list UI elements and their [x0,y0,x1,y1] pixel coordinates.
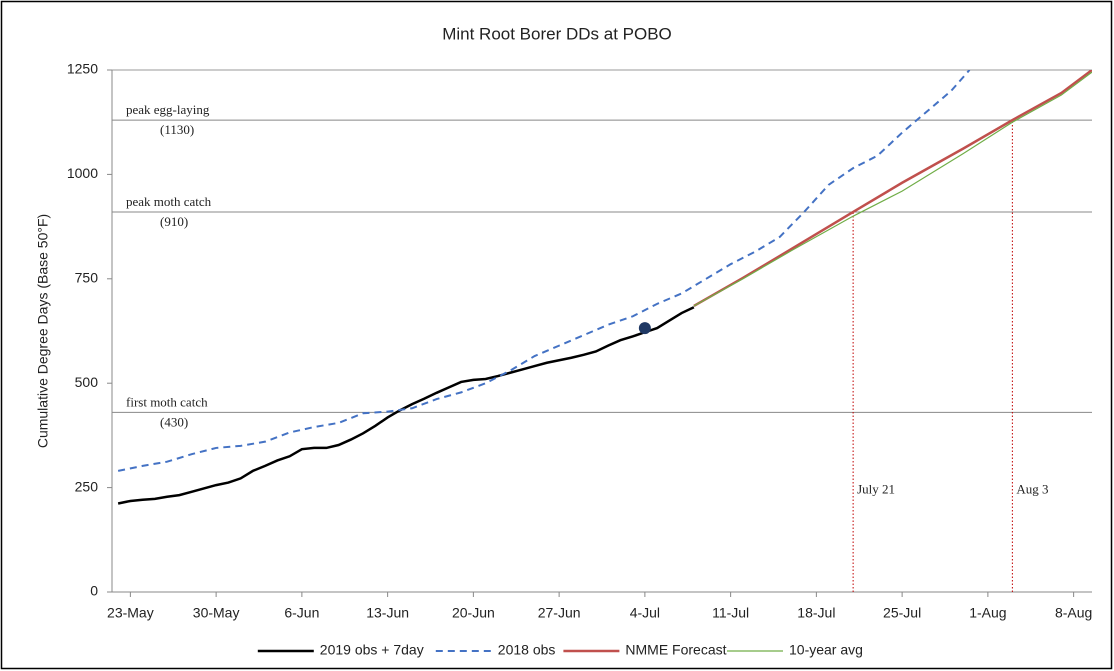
marker-label: Aug 3 [1016,482,1048,497]
x-tick-label: 4-Jul [630,605,660,621]
x-tick-label: 6-Jun [284,605,319,621]
x-tick-label: 11-Jul [712,605,749,621]
threshold-label: peak egg-laying [126,102,210,117]
y-tick-label: 0 [90,583,98,599]
x-tick-label: 18-Jul [797,605,835,621]
marker-label: July 21 [857,482,895,497]
threshold-label: peak moth catch [126,194,212,209]
highlight-point [638,322,651,335]
x-tick-label: 27-Jun [538,605,581,621]
threshold-value-label: (910) [160,214,188,229]
series-line [117,70,971,472]
x-tick-label: 23-May [107,605,154,621]
x-tick-label: 13-Jun [366,605,409,621]
x-tick-label: 1-Aug [969,605,1006,621]
legend-label: NMME Forecast [625,642,726,658]
legend-label: 2019 obs + 7day [320,642,424,658]
legend-label: 2018 obs [498,642,556,658]
threshold-value-label: (1130) [160,122,194,137]
series-line [693,70,1092,308]
y-tick-label: 750 [75,270,99,286]
threshold-label: first moth catch [126,394,208,409]
y-tick-label: 1000 [67,165,98,181]
y-tick-label: 250 [75,478,99,494]
x-tick-label: 20-Jun [452,605,495,621]
x-tick-label: 30-May [193,605,240,621]
series-line [117,306,695,505]
threshold-value-label: (430) [160,414,188,429]
legend-label: 10-year avg [789,642,863,658]
y-tick-label: 500 [75,374,99,390]
chart-title: Mint Root Borer DDs at POBO [442,24,672,43]
y-axis-label: Cumulative Degree Days (Base 50°F) [35,214,51,448]
x-tick-label: 8-Aug [1055,605,1092,621]
x-tick-label: 25-Jul [883,605,921,621]
series-line [693,71,1092,307]
y-tick-label: 1250 [67,61,98,77]
